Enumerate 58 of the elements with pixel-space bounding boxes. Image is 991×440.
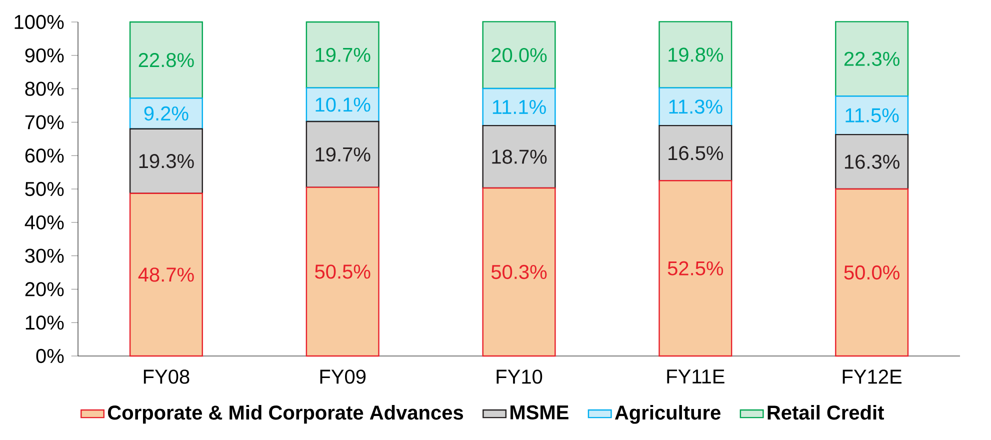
data-label: 18.7% — [492, 150, 547, 164]
x-tick-label: FY10 — [496, 370, 542, 384]
data-label: 11.1% — [492, 100, 546, 114]
y-tick-label: 20% — [25, 282, 64, 296]
data-label: 50.5% — [315, 264, 370, 279]
bar — [129, 192, 203, 357]
data-label: 9.2% — [144, 106, 188, 121]
bar — [129, 21, 203, 99]
bar — [835, 134, 909, 190]
bar — [658, 180, 732, 357]
data-label: 19.3% — [139, 154, 194, 168]
data-label: 19.7% — [316, 147, 370, 162]
data-label: 22.3% — [844, 52, 900, 66]
data-label: 48.7% — [138, 268, 194, 282]
y-tick-label: 50% — [25, 182, 64, 196]
x-tick-label: FY11E — [667, 370, 724, 384]
bar — [306, 186, 380, 357]
bar — [658, 21, 732, 88]
legend-label: MSME — [510, 405, 568, 420]
legend-label: Corporate & Mid Corporate Advances — [108, 405, 464, 424]
legend-label: Agriculture — [614, 405, 720, 424]
data-label: 16.3% — [844, 154, 900, 169]
data-label: 19.7% — [316, 48, 370, 62]
data-label: 50.0% — [844, 265, 900, 280]
bar — [482, 88, 556, 126]
legend-label: Retail Credit — [768, 405, 884, 420]
y-tick-label: 10% — [26, 316, 64, 330]
data-label: 22.8% — [138, 52, 194, 68]
bar — [482, 21, 556, 90]
x-tick-label: FY12E — [842, 370, 902, 384]
y-tick-label: 60% — [25, 148, 64, 163]
y-tick-label: 40% — [24, 215, 64, 230]
bar — [306, 21, 380, 88]
y-tick-label: 90% — [25, 48, 64, 62]
data-label: 10.1% — [316, 98, 370, 112]
bar — [658, 124, 732, 182]
y-tick-label: 70% — [25, 115, 64, 130]
y-tick-label: 30% — [25, 248, 64, 263]
y-tick-label: 80% — [25, 82, 64, 96]
bar — [306, 120, 380, 188]
bar — [835, 188, 909, 357]
data-label: 50.3% — [491, 264, 547, 280]
bar — [482, 124, 556, 189]
data-label: 11.3% — [669, 100, 722, 114]
data-label: 20.0% — [492, 48, 547, 62]
y-tick-label: 0% — [36, 348, 64, 364]
bar — [658, 87, 732, 126]
x-tick-label: FY08 — [144, 370, 190, 384]
data-label: 52.5% — [668, 261, 724, 276]
bar — [129, 128, 203, 194]
data-label: 11.5% — [846, 108, 899, 122]
y-tick-label: 100% — [14, 14, 64, 30]
bar — [482, 187, 556, 357]
data-label: 19.8% — [668, 48, 724, 62]
bar — [835, 21, 909, 97]
bar — [835, 96, 909, 136]
data-label: 16.5% — [668, 146, 724, 160]
x-tick-label: FY09 — [320, 370, 366, 384]
